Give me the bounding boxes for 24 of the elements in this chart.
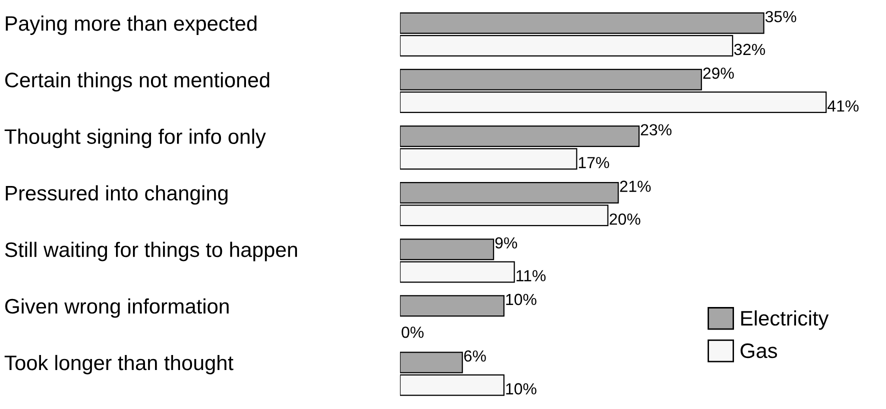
y-tick-label: Paying more than expected bbox=[6, 16, 256, 35]
legend-label: Gas bbox=[740, 343, 778, 358]
y-tick-label: Thought signing for info only bbox=[4, 128, 266, 148]
data-label: 29% bbox=[703, 68, 734, 79]
data-label: 41% bbox=[828, 100, 859, 112]
y-tick-label: Still waiting for things to happen bbox=[5, 242, 297, 262]
data-label: 17% bbox=[578, 156, 610, 168]
y-tick-label: Given wrong information bbox=[5, 298, 229, 318]
data-label: 6% bbox=[464, 350, 486, 362]
data-label: 32% bbox=[734, 44, 766, 56]
y-tick-label: Certain things not mentioned bbox=[5, 72, 270, 92]
y-tick-label: Took longer than thought bbox=[4, 354, 234, 374]
legend-label: Electricity bbox=[741, 310, 829, 330]
bar bbox=[400, 295, 504, 317]
data-label: 10% bbox=[506, 294, 536, 306]
data-label: 0% bbox=[402, 326, 424, 338]
data-label: 21% bbox=[620, 180, 651, 192]
data-label: 20% bbox=[610, 213, 640, 225]
data-label: 10% bbox=[506, 383, 536, 394]
data-label: 11% bbox=[516, 270, 546, 282]
y-tick-label: Pressured into changing bbox=[6, 185, 228, 205]
data-label: 9% bbox=[495, 237, 518, 249]
data-label: 23% bbox=[640, 124, 672, 136]
data-label: 35% bbox=[765, 10, 796, 22]
